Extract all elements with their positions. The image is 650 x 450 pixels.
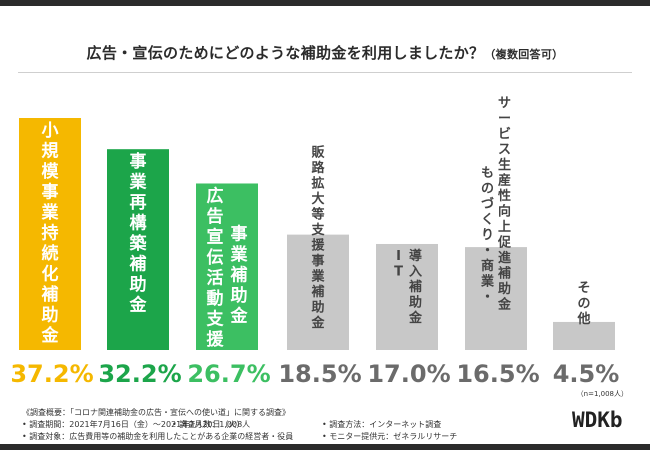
survey-title: 《調査概要：「コロナ関連補助金の広告・宣伝への使い道」に関する調査》 [22,408,290,417]
sample-size-note: （n=1,008人） [577,390,628,398]
value-label-6: 16.5% [456,360,539,388]
bottom-border [0,444,650,450]
bar-4 [287,234,349,350]
bar-label-1: 小規模事業持続化補助金 [41,121,60,346]
chart-title: 広告・宣伝のためにどのような補助金を利用しましたか？（複数回答可） [0,42,650,63]
value-label-5: 17.0% [367,360,450,388]
bar-label-7: その他 [576,281,590,327]
value-label-4: 18.5% [278,360,361,388]
bar-label-3: 事業補助金 [230,224,249,326]
bar-5 [376,243,438,350]
survey-footnote: 《調査概要：「コロナ関連補助金の広告・宣伝への使い道」に関する調査》 • 調査期… [22,407,457,443]
survey-target: • 調査対象：広告費用等の補助金を利用したことがある企業の経営者・役員 [22,432,294,441]
bar-label-5: 導入補助金 [408,248,423,326]
bar-6 [465,247,527,350]
bar-7 [553,321,615,350]
value-label-2: 32.2% [98,360,181,388]
survey-period: • 調査期間：2021年7月16日（金）〜2021年7月20日（火） [22,420,245,429]
value-label-1: 37.2% [10,360,93,388]
bar-label-4: 販路拡大等支援事業補助金 [310,145,325,332]
top-border [0,0,650,6]
survey-respondents: • 調査人数：1,008人 [172,420,251,429]
bar-1 [19,118,81,350]
survey-provider: • モニター提供元：ゼネラルリサーチ [322,432,458,441]
bar-label-3: 広告宣伝活動支援 [207,185,225,350]
bar-label-2: 事業再構築補助金 [129,152,148,316]
chart-title-text: 広告・宣伝のためにどのような補助金を利用しましたか？ [86,44,485,62]
bar-label-6: ものづくり・商業・ [480,166,495,305]
brand-logo: WDKb [572,408,623,432]
bar-2 [107,149,169,350]
bar-label-6: サービス生産性向上促進補助金 [497,96,512,313]
survey-method: • 調査方法：インターネット調査 [322,420,442,429]
bar-3 [196,183,258,350]
chart-title-note: （複数回答可） [484,48,564,61]
title-divider [18,72,632,73]
value-label-7: 4.5% [553,360,620,388]
value-label-3: 26.7% [187,360,270,388]
